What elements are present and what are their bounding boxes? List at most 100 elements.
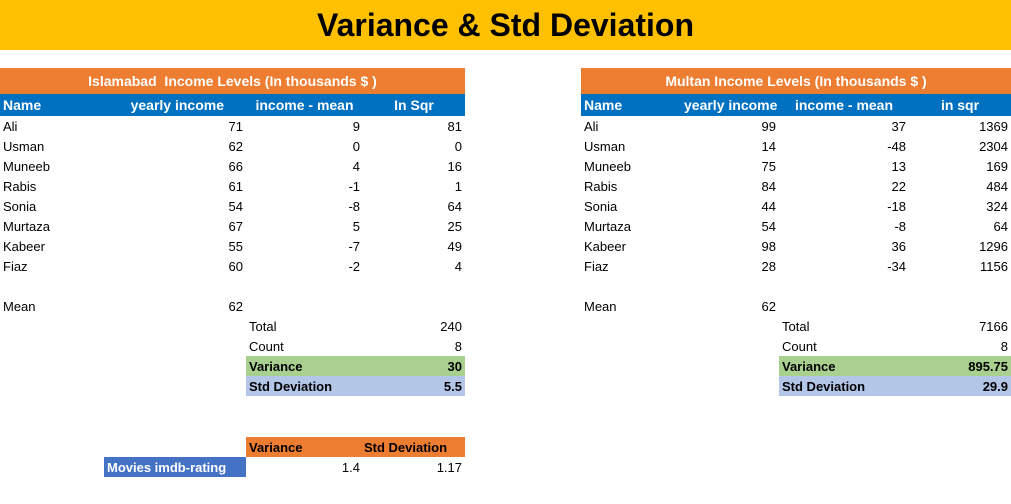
cell-diff: -48 [887,138,906,154]
cell-sqr: 2304 [979,138,1008,154]
table-row: Sonia 54 -8 64 [0,196,465,216]
cell-sqr: 25 [447,218,462,234]
cell-income: 99 [761,118,776,134]
cell-name: Usman [3,138,45,154]
table-row: Fiaz 60 -2 4 [0,256,465,276]
table-row: Murtaza 67 5 25 [0,216,465,236]
cell-income: 66 [228,158,243,174]
islamabad-count-row: Count 8 [246,336,465,356]
cell-sqr: 1 [454,178,462,194]
cell-diff: 4 [352,158,360,174]
multan-banner: Multan Income Levels (In thousands $ ) [581,68,1011,94]
cell-name: Usman [584,138,626,154]
multan-header-row: Name yearly income income - mean in sqr [581,94,1011,116]
cell-diff: 0 [352,138,360,154]
multan-std-row: Std Deviation 29.9 [779,376,1011,396]
table-row: Ali 99 37 1369 [581,116,1011,136]
cell-income: 75 [761,158,776,174]
header-sqr: in sqr [940,97,980,113]
cell-income: 61 [228,178,243,194]
table-row: Kabeer 55 -7 49 [0,236,465,256]
cell-income: 54 [761,218,776,234]
cell-name: Fiaz [584,258,609,274]
cell-diff: 37 [891,118,906,134]
cell-diff: 9 [352,118,360,134]
table-row: Murtaza 54 -8 64 [581,216,1011,236]
cell-diff: -7 [348,238,360,254]
table-row: Fiaz 28 -34 1156 [581,256,1011,276]
islamabad-variance-row: Variance 30 [246,356,465,376]
mean-label: Mean [3,298,36,314]
multan-variance-row: Variance 895.75 [779,356,1011,376]
table-row: Muneeb 75 13 169 [581,156,1011,176]
total-label: Total [782,318,810,334]
cell-diff: -8 [348,198,360,214]
cell-income: 55 [228,238,243,254]
cell-sqr: 1369 [979,118,1008,134]
cell-sqr: 64 [993,218,1008,234]
cell-income: 67 [228,218,243,234]
cell-diff: 36 [891,238,906,254]
cell-diff: 13 [891,158,906,174]
table-row: Kabeer 98 36 1296 [581,236,1011,256]
std-value: 5.5 [443,378,462,394]
cell-income: 54 [228,198,243,214]
cell-income: 60 [228,258,243,274]
count-label: Count [249,338,284,354]
movies-variance-header: Variance [249,439,303,455]
cell-income: 71 [228,118,243,134]
cell-name: Kabeer [3,238,45,254]
cell-name: Sonia [584,198,618,214]
table-row: Usman 14 -48 2304 [581,136,1011,156]
cell-name: Kabeer [584,238,626,254]
cell-name: Sonia [3,198,37,214]
cell-name: Murtaza [3,218,50,234]
header-income-mean: income - mean [794,97,894,113]
cell-income: 44 [761,198,776,214]
islamabad-mean-row: Mean 62 [0,296,465,316]
page-title: Variance & Std Deviation [0,0,1011,50]
cell-income: 28 [761,258,776,274]
cell-sqr: 324 [986,198,1008,214]
cell-name: Ali [584,118,599,134]
header-name: Name [584,97,623,113]
header-name: Name [3,97,42,113]
mean-value: 62 [228,298,243,314]
table-row: Usman 62 0 0 [0,136,465,156]
std-label: Std Deviation [782,378,866,394]
cell-diff: -8 [894,218,906,234]
cell-income: 84 [761,178,776,194]
count-label: Count [782,338,817,354]
multan-table: Multan Income Levels (In thousands $ ) N… [581,68,1011,396]
cell-diff: -18 [887,198,906,214]
islamabad-table: Islamabad Income Levels (In thousands $ … [0,68,465,396]
mean-label: Mean [584,298,617,314]
variance-label: Variance [782,358,836,374]
total-value: 7166 [979,318,1008,334]
cell-name: Rabis [584,178,618,194]
movies-row: Movies imdb-rating 1.4 1.17 [104,457,465,477]
std-label: Std Deviation [249,378,333,394]
cell-sqr: 16 [447,158,462,174]
cell-sqr: 0 [454,138,462,154]
cell-income: 98 [761,238,776,254]
cell-diff: 22 [891,178,906,194]
table-row: Rabis 61 -1 1 [0,176,465,196]
movies-variance-value: 1.4 [341,459,360,475]
cell-diff: 5 [352,218,360,234]
header-sqr: In Sqr [394,97,434,113]
count-value: 8 [1000,338,1008,354]
cell-sqr: 49 [447,238,462,254]
multan-mean-row: Mean 62 [581,296,1011,316]
movies-std-header: Std Deviation [363,439,448,455]
cell-diff: -1 [348,178,360,194]
cell-sqr: 1156 [980,258,1008,274]
multan-total-row: Total 7166 [779,316,1011,336]
total-value: 240 [440,318,462,334]
variance-value: 30 [447,358,462,374]
count-value: 8 [454,338,462,354]
movies-label: Movies imdb-rating [104,457,246,477]
islamabad-header-row: Name yearly income income - mean In Sqr [0,94,465,116]
cell-name: Muneeb [584,158,631,174]
variance-label: Variance [249,358,303,374]
